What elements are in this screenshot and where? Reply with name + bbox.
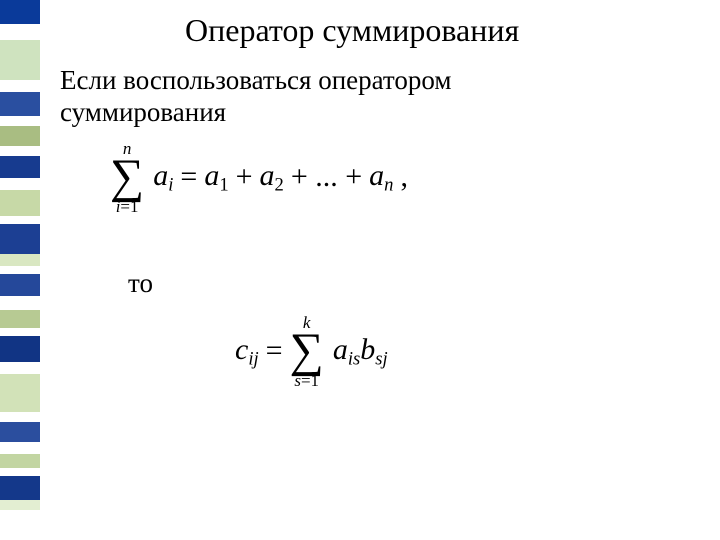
- sidebar-stripe: [0, 80, 40, 92]
- sidebar-stripe: [0, 362, 40, 374]
- equals-2: =: [266, 334, 283, 368]
- sigma-block-2: k ∑ s=1: [290, 314, 324, 389]
- sidebar-stripe: [0, 510, 40, 540]
- term-bsj: bsj: [360, 333, 387, 371]
- sidebar-stripe: [0, 310, 40, 328]
- sidebar-stripe: [0, 190, 40, 216]
- sidebar-stripe: [0, 178, 40, 190]
- sidebar-stripe: [0, 216, 40, 224]
- sidebar-stripe: [0, 24, 40, 40]
- trailing-comma: ,: [400, 160, 408, 194]
- sidebar-stripe: [0, 224, 40, 254]
- term-an: an: [369, 159, 393, 197]
- summation-definition-formula: n ∑ i=1 ai = a1 + a2 + ... + an ,: [110, 140, 408, 215]
- sidebar-stripe: [0, 476, 40, 500]
- decorative-sidebar: [0, 0, 40, 540]
- sidebar-stripe: [0, 328, 40, 336]
- slide-title: Оператор суммирования: [185, 12, 519, 49]
- cij: cij: [235, 333, 259, 371]
- sidebar-stripe: [0, 454, 40, 468]
- sidebar-stripe: [0, 336, 40, 362]
- sidebar-stripe: [0, 254, 40, 266]
- intro-line-1: Если воспользоваться оператором: [60, 65, 451, 95]
- sidebar-stripe: [0, 0, 40, 24]
- sidebar-stripe: [0, 156, 40, 178]
- sidebar-stripe: [0, 468, 40, 476]
- equals: =: [180, 160, 197, 194]
- sigma-block: n ∑ i=1: [110, 140, 144, 215]
- sidebar-stripe: [0, 146, 40, 156]
- matrix-product-formula: cij = k ∑ s=1 aisbsj: [235, 314, 388, 389]
- sidebar-stripe: [0, 296, 40, 310]
- sigma-symbol: ∑: [110, 157, 144, 198]
- sidebar-stripe: [0, 126, 40, 146]
- term-a2: a2: [260, 159, 284, 197]
- sum-term-ai: ai: [153, 159, 173, 197]
- term-ais: ais: [333, 333, 360, 371]
- sidebar-stripe: [0, 92, 40, 116]
- term-a1: a1: [204, 159, 228, 197]
- sidebar-stripe: [0, 116, 40, 126]
- sidebar-stripe: [0, 422, 40, 442]
- sidebar-stripe: [0, 274, 40, 296]
- sigma-symbol-2: ∑: [290, 331, 324, 372]
- sidebar-stripe: [0, 40, 40, 80]
- intro-text: Если воспользоваться оператором суммиров…: [60, 64, 680, 129]
- plus-ellipsis: + ... +: [291, 160, 362, 194]
- then-word: то: [128, 268, 153, 299]
- plus: +: [236, 160, 253, 194]
- sidebar-stripe: [0, 374, 40, 412]
- intro-line-2: суммирования: [60, 97, 226, 127]
- sidebar-stripe: [0, 412, 40, 422]
- sum-lower-limit-2: s=1: [290, 372, 324, 389]
- sidebar-stripe: [0, 266, 40, 274]
- sidebar-stripe: [0, 442, 40, 454]
- sidebar-stripe: [0, 500, 40, 510]
